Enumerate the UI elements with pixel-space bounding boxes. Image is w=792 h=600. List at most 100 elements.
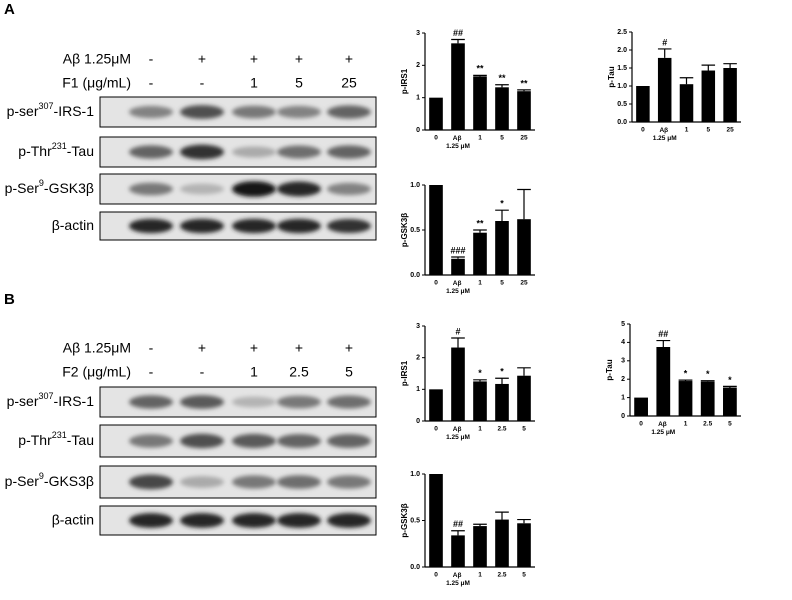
x-tick-label: 25 <box>520 135 528 142</box>
x-tick-label: Aβ 1.25 μM <box>446 572 470 587</box>
y-tick-label: 5 <box>621 321 625 328</box>
band-label: β-actin <box>52 511 94 527</box>
band-label-text: p-ser <box>7 393 39 409</box>
band-label-sup: 307 <box>39 391 54 401</box>
error-bar <box>473 523 487 527</box>
x-tick-label: Aβ 1.25 μM <box>651 421 675 436</box>
condition-value: 1 <box>250 75 258 91</box>
y-tick-label: 3 <box>416 323 420 330</box>
y-axis-label: p-IRS1 <box>400 360 409 386</box>
bar <box>657 57 672 122</box>
band-label-text: p-Thr <box>18 143 52 159</box>
bar <box>429 185 443 275</box>
error-bar <box>473 229 487 233</box>
band-label: p-ser307-IRS-1 <box>7 391 95 408</box>
error-bar <box>473 74 487 77</box>
y-tick-label: 0.5 <box>410 227 420 234</box>
y-tick-label: 1.0 <box>410 182 420 189</box>
significance-label: * <box>684 368 688 378</box>
y-tick-label: 2 <box>416 62 420 69</box>
error-bar <box>451 38 465 44</box>
bar <box>636 86 650 122</box>
error-bar <box>678 379 693 382</box>
band-label: p-Thr231-Tau <box>18 430 94 447</box>
error-bar <box>495 377 509 384</box>
condition-value: + <box>345 51 353 67</box>
bar <box>701 70 716 122</box>
bar <box>723 387 737 416</box>
bar <box>678 381 693 416</box>
blot-band <box>232 396 276 408</box>
blot-band <box>232 433 276 449</box>
error-bar <box>473 379 487 382</box>
condition-value: - <box>149 364 154 380</box>
condition-value: 1 <box>250 364 258 380</box>
blot-band <box>277 513 321 528</box>
bar <box>451 258 465 275</box>
bar <box>495 383 509 421</box>
blot-band <box>129 218 173 234</box>
error-bar <box>451 337 465 348</box>
error-bar <box>451 256 465 259</box>
bar <box>679 84 694 122</box>
error-bar <box>495 84 509 88</box>
bar <box>517 375 531 421</box>
blot-band <box>129 434 173 448</box>
band-label: β-actin <box>52 217 94 233</box>
y-tick-label: 1.0 <box>410 471 420 478</box>
bar <box>495 87 509 130</box>
y-tick-label: 1 <box>621 394 625 401</box>
band-label: p-Ser9-GSK3β <box>5 178 94 195</box>
x-tick-label: 25 <box>726 127 734 134</box>
condition-value: - <box>149 75 154 91</box>
band-label-sup: 231 <box>52 430 67 440</box>
bar <box>451 535 465 567</box>
blot-band <box>277 434 321 448</box>
panel-label: B <box>4 291 15 308</box>
condition-value: 2.5 <box>289 364 309 380</box>
x-tick-label: 0 <box>434 572 438 579</box>
x-tick-label: 5 <box>522 572 526 579</box>
blot-band <box>232 475 276 489</box>
band-label-text: p-Ser <box>5 473 40 489</box>
band-label-sup: 307 <box>39 101 54 111</box>
significance-label: * <box>500 367 504 377</box>
error-bar <box>517 518 531 524</box>
bar <box>451 347 465 421</box>
band-label-sup: 9 <box>39 178 44 188</box>
y-tick-label: 2.5 <box>617 29 627 36</box>
band-label-text: -GKS3β <box>44 473 94 489</box>
error-bar <box>517 188 531 220</box>
blot-band <box>180 183 224 195</box>
x-tick-label: 0 <box>434 426 438 433</box>
band-label-sup: 231 <box>52 141 67 151</box>
significance-label: * <box>706 369 710 379</box>
condition-value: - <box>200 75 205 91</box>
error-bar <box>723 385 737 388</box>
bar <box>473 526 487 567</box>
significance-label: ** <box>498 73 506 83</box>
condition-label: Aβ 1.25μM <box>63 51 131 67</box>
bar <box>634 397 648 416</box>
blot-band <box>277 145 321 159</box>
condition-value: 5 <box>345 364 353 380</box>
bar <box>517 219 531 275</box>
x-tick-label: 1 <box>478 280 482 287</box>
band-label-text: β-actin <box>52 217 94 233</box>
error-bar <box>495 511 509 520</box>
bar <box>429 389 443 421</box>
blot-band <box>180 144 224 160</box>
y-tick-label: 0 <box>416 418 420 425</box>
blot-band <box>129 513 173 528</box>
condition-value: 25 <box>341 75 357 91</box>
error-bar <box>517 89 531 92</box>
y-tick-label: 0 <box>621 413 625 420</box>
y-tick-label: 0.5 <box>617 101 627 108</box>
x-tick-label: 0 <box>639 421 643 428</box>
condition-label: Aβ 1.25μM <box>63 340 131 356</box>
blot-band <box>129 105 173 119</box>
y-tick-label: 2 <box>621 376 625 383</box>
blot-band <box>232 181 276 197</box>
x-tick-label: 1 <box>478 426 482 433</box>
y-tick-label: 3 <box>416 30 420 37</box>
